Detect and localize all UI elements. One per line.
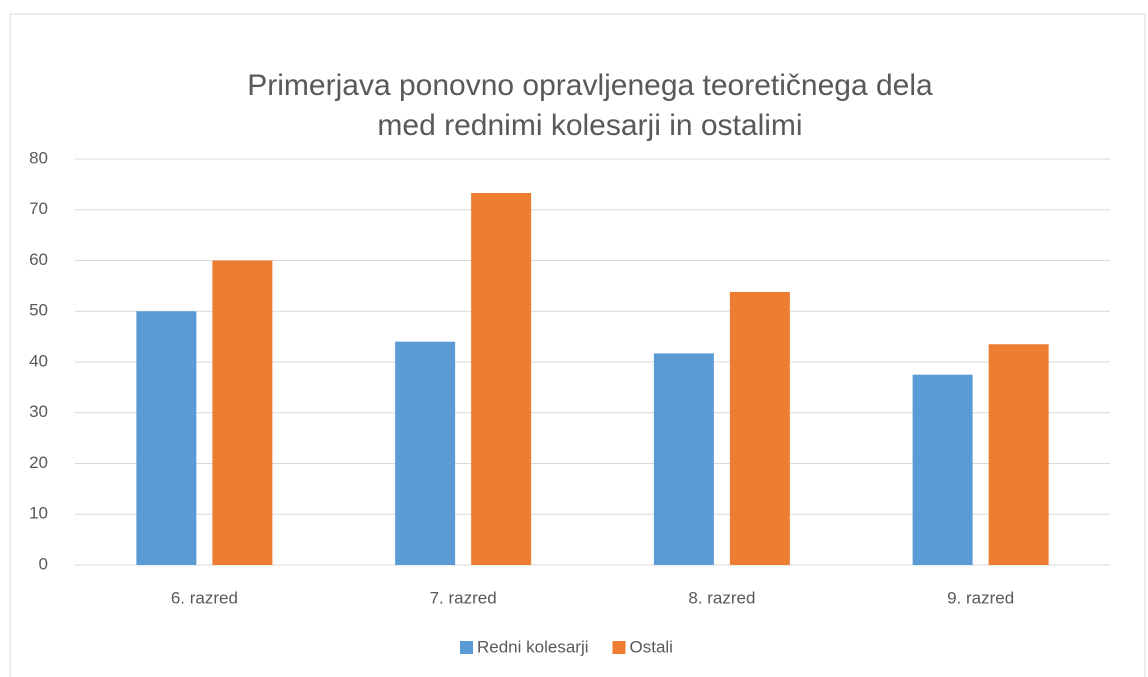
bar — [729, 291, 790, 565]
chart-border — [9, 13, 1146, 677]
x-tick-label: 6. razred — [171, 588, 238, 607]
y-tick-label: 70 — [29, 199, 48, 218]
legend-label: Ostali — [630, 637, 673, 656]
y-tick-label: 10 — [29, 504, 48, 523]
bar — [912, 374, 973, 565]
bar — [136, 311, 197, 565]
legend-swatch — [612, 641, 626, 654]
y-tick-label: 20 — [29, 453, 48, 472]
bar — [471, 193, 532, 565]
y-tick-label: 50 — [29, 301, 48, 320]
bar — [212, 260, 273, 565]
y-tick-label: 40 — [29, 351, 48, 370]
bar — [653, 353, 714, 565]
y-tick-label: 80 — [29, 148, 48, 167]
legend-label: Redni kolesarji — [477, 637, 589, 656]
y-tick-label: 60 — [29, 250, 48, 269]
x-tick-label: 8. razred — [688, 588, 755, 607]
y-tick-label: 0 — [39, 554, 48, 573]
x-tick-label: 7. razred — [430, 588, 497, 607]
bar — [395, 341, 456, 565]
chart-title: Primerjava ponovno opravljenega teoretič… — [247, 69, 933, 142]
y-tick-label: 30 — [29, 402, 48, 421]
x-tick-label: 9. razred — [947, 588, 1014, 607]
bar — [988, 344, 1049, 565]
legend-swatch — [460, 641, 473, 654]
